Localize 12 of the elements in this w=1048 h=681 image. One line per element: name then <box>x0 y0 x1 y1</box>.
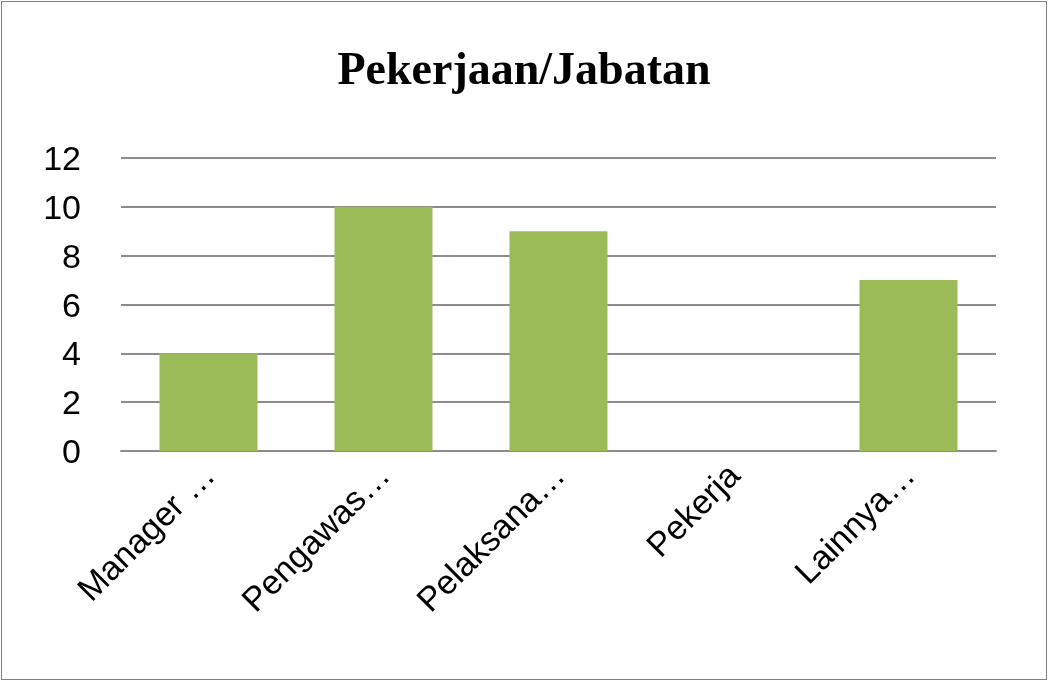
bar <box>859 280 958 451</box>
y-tick-label: 0 <box>62 432 81 470</box>
chart-title: Pekerjaan/Jabatan <box>337 42 711 94</box>
y-tick-label: 4 <box>62 334 81 373</box>
y-tick-label: 2 <box>62 383 81 422</box>
y-tick-label: 8 <box>62 236 81 275</box>
y-tick-label: 10 <box>43 187 81 226</box>
bar <box>509 231 608 451</box>
y-tick-label: 12 <box>43 139 81 177</box>
bar <box>159 353 258 451</box>
bar <box>334 206 433 451</box>
y-tick-label: 6 <box>62 285 81 324</box>
